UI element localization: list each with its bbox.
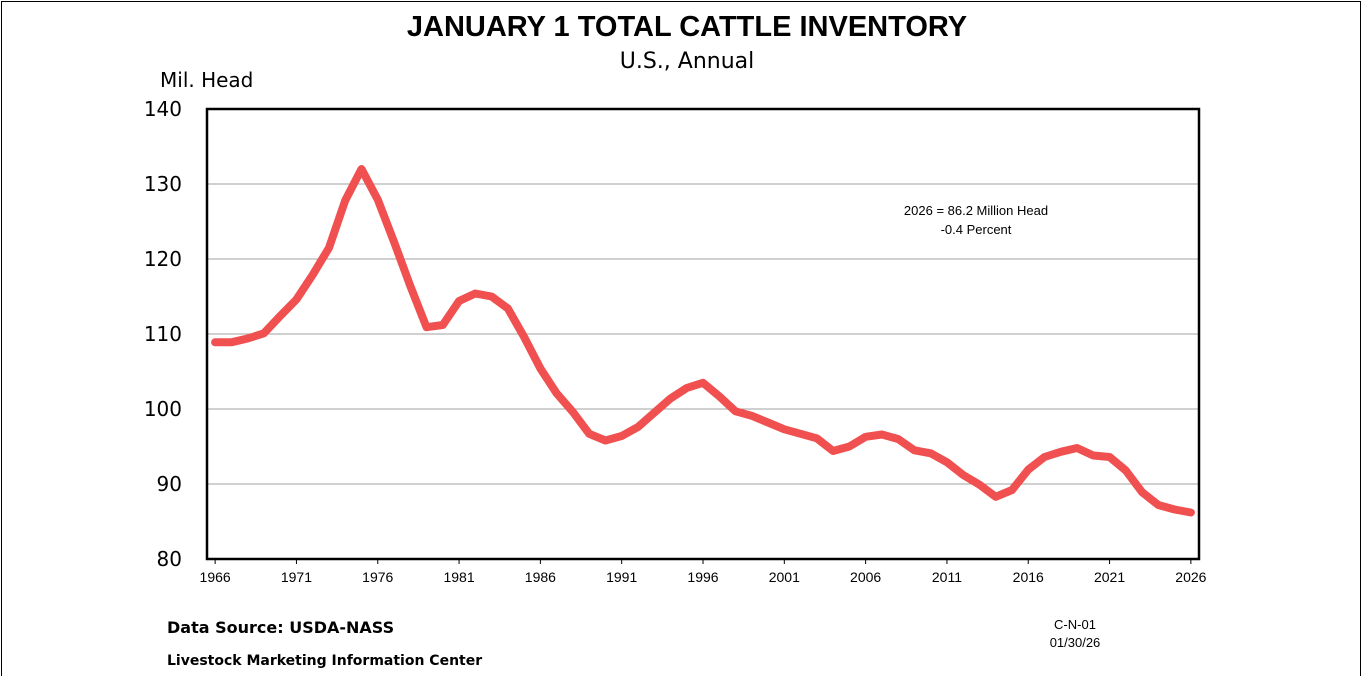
y-axis-label: Mil. Head [160, 68, 253, 92]
data-point-2006 [865, 436, 866, 437]
y-axis-ticks: 80 90 100 110 120 130 140 [144, 97, 182, 571]
data-point-1980 [442, 325, 443, 326]
data-point-1977 [394, 241, 395, 242]
data-point-2023 [1142, 492, 1143, 493]
x-tick-label-2006: 2006 [850, 569, 881, 585]
data-point-2026 [1190, 512, 1191, 513]
data-point-1974 [345, 200, 346, 201]
data-point-2025 [1174, 509, 1175, 510]
data-point-1996 [703, 382, 704, 383]
data-point-1973 [329, 247, 330, 248]
data-point-2011 [946, 462, 947, 463]
x-tick-label-2021: 2021 [1094, 569, 1125, 585]
data-point-2004 [833, 451, 834, 452]
data-point-1969 [263, 333, 264, 334]
x-tick-label-1981: 1981 [443, 569, 474, 585]
series-line-cattle-inventory [215, 169, 1191, 513]
data-point-2000 [768, 422, 769, 423]
data-point-1990 [605, 440, 606, 441]
x-tick-label-2026: 2026 [1175, 569, 1206, 585]
chart-code: C-N-01 [1054, 617, 1096, 632]
x-tick-label-1971: 1971 [281, 569, 312, 585]
data-point-2021 [1109, 457, 1110, 458]
data-point-1983 [491, 296, 492, 297]
data-point-1976 [377, 199, 378, 200]
y-tick-label-120: 120 [144, 247, 182, 271]
annotation-line-2: -0.4 Percent [941, 222, 1012, 237]
data-point-1978 [410, 286, 411, 287]
data-point-2018 [1060, 451, 1061, 452]
data-point-2024 [1158, 505, 1159, 506]
data-point-1988 [572, 412, 573, 413]
data-point-1992 [638, 427, 639, 428]
data-point-1971 [296, 299, 297, 300]
x-tick-label-2016: 2016 [1013, 569, 1044, 585]
data-point-2015 [1012, 490, 1013, 491]
data-point-1994 [670, 398, 671, 399]
data-point-2017 [1044, 457, 1045, 458]
data-point-1967 [231, 342, 232, 343]
data-point-2019 [1077, 448, 1078, 449]
data-point-2005 [849, 446, 850, 447]
data-point-1995 [686, 388, 687, 389]
chart-date: 01/30/26 [1050, 635, 1101, 650]
data-source-text: Data Source: USDA-NASS [167, 618, 394, 637]
lmic-text: Livestock Marketing Information Center [167, 653, 482, 669]
data-point-1999 [751, 415, 752, 416]
data-point-1985 [524, 337, 525, 338]
data-point-1986 [540, 368, 541, 369]
x-tick-label-1966: 1966 [200, 569, 231, 585]
y-tick-label-140: 140 [144, 97, 182, 121]
data-point-2001 [784, 429, 785, 430]
y-tick-label-100: 100 [144, 397, 182, 421]
data-point-1966 [215, 342, 216, 343]
chart-title: JANUARY 1 TOTAL CATTLE INVENTORY [407, 11, 967, 43]
y-tick-label-90: 90 [157, 472, 182, 496]
data-point-2009 [914, 450, 915, 451]
data-point-1998 [735, 411, 736, 412]
data-point-2007 [881, 434, 882, 435]
data-point-1972 [312, 274, 313, 275]
data-point-1989 [589, 433, 590, 434]
data-point-2016 [1028, 469, 1029, 470]
data-point-1997 [719, 396, 720, 397]
data-point-1993 [654, 412, 655, 413]
data-point-1987 [556, 393, 557, 394]
data-point-2022 [1125, 470, 1126, 471]
data-point-1982 [475, 293, 476, 294]
x-tick-label-2001: 2001 [769, 569, 800, 585]
data-point-2014 [995, 496, 996, 497]
x-tick-label-2011: 2011 [932, 569, 962, 585]
x-tick-label-1976: 1976 [362, 569, 393, 585]
data-point-2012 [963, 475, 964, 476]
data-point-2002 [800, 433, 801, 434]
y-tick-label-110: 110 [144, 322, 182, 346]
data-point-1970 [280, 316, 281, 317]
data-point-1984 [507, 308, 508, 309]
x-tick-label-1986: 1986 [525, 569, 556, 585]
data-point-2003 [816, 438, 817, 439]
annotation-line-1: 2026 = 86.2 Million Head [904, 203, 1048, 218]
data-point-1981 [459, 301, 460, 302]
x-tick-label-1991: 1991 [606, 569, 637, 585]
data-point-2008 [898, 439, 899, 440]
data-point-2010 [930, 453, 931, 454]
chart-subtitle: U.S., Annual [620, 49, 755, 74]
data-point-1975 [361, 169, 362, 170]
data-point-1979 [426, 327, 427, 328]
data-point-1968 [247, 338, 248, 339]
x-axis-ticks: 1966 1971 1976 1981 1986 1991 1996 2001 2006 2011… [200, 559, 1207, 585]
x-tick-label-1996: 1996 [687, 569, 718, 585]
data-point-2020 [1093, 455, 1094, 456]
y-tick-label-80: 80 [157, 547, 182, 571]
y-tick-label-130: 130 [144, 172, 182, 196]
data-point-1991 [621, 436, 622, 437]
gridlines [207, 184, 1199, 484]
data-point-2013 [979, 484, 980, 485]
